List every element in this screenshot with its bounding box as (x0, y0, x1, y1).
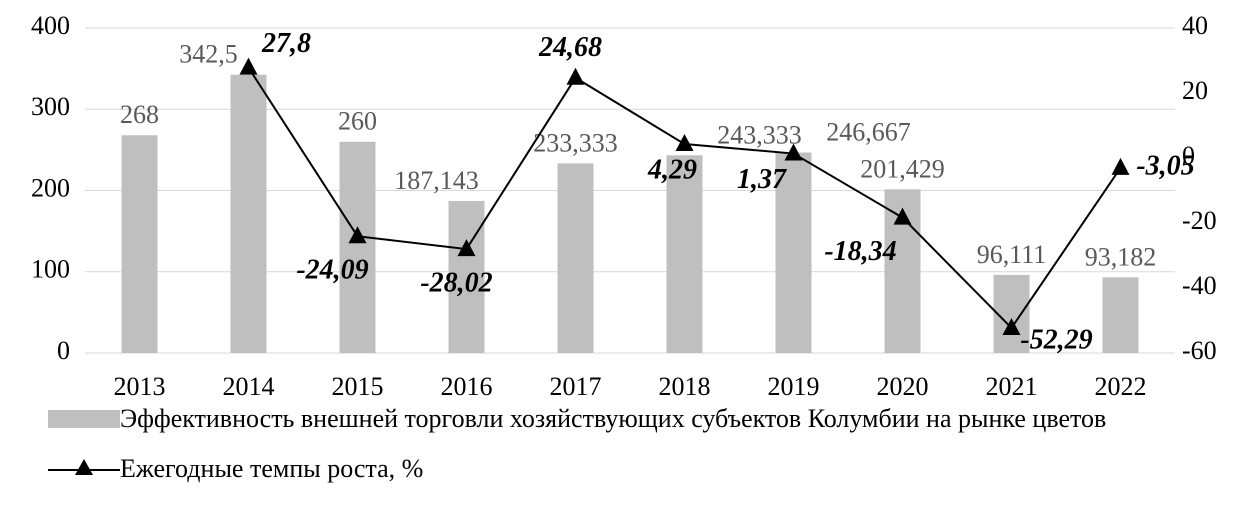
bar-value-label: 268 (120, 100, 159, 129)
x-tick-label: 2019 (768, 372, 820, 401)
bar (339, 141, 376, 353)
y-tick-label: 300 (31, 92, 70, 121)
y-tick-label: 200 (31, 173, 70, 202)
legend-label: Эффективность внешней торговли хозяйству… (120, 404, 1107, 433)
y2-tick-label: -40 (1182, 271, 1217, 300)
x-tick-label: 2020 (877, 372, 929, 401)
line-marker (348, 226, 367, 244)
x-tick-label: 2018 (659, 372, 711, 401)
y2-tick-label: 40 (1182, 11, 1208, 40)
bar-value-label: 187,143 (394, 166, 479, 195)
bar-value-label: 201,429 (860, 154, 945, 183)
y2-tick-label: 0 (1182, 141, 1195, 170)
bar (230, 74, 267, 353)
y2-tick-label: -60 (1182, 336, 1217, 365)
bar (448, 200, 485, 353)
y-tick-label: 100 (31, 255, 70, 284)
x-tick-label: 2017 (550, 372, 602, 401)
line-value-label: -24,09 (296, 255, 368, 286)
bar (557, 163, 594, 353)
line-value-label: -52,29 (1020, 324, 1092, 355)
line-value-label: -28,02 (420, 267, 492, 298)
line-marker (784, 143, 803, 161)
line-value-label: 24,68 (538, 32, 602, 63)
bar (666, 155, 703, 353)
line-marker (566, 67, 585, 85)
x-tick-label: 2013 (114, 372, 166, 401)
bar-value-label: 96,111 (977, 240, 1047, 269)
y-tick-label: 0 (57, 336, 70, 365)
line-value-label: -3,05 (1136, 150, 1194, 181)
legend-swatch (48, 459, 120, 475)
bar-value-label: 260 (338, 107, 377, 136)
legend-line: Ежегодные темпы роста, % (48, 454, 423, 484)
y2-tick-label: 20 (1182, 76, 1208, 105)
line-marker (1111, 157, 1130, 175)
line-marker (239, 57, 258, 75)
x-tick-label: 2014 (223, 372, 275, 401)
line-marker (457, 239, 476, 257)
line-marker (1002, 317, 1021, 335)
bar (1102, 277, 1139, 353)
bar-value-label: 246,667 (826, 118, 911, 147)
bar (775, 152, 812, 353)
line-marker (675, 134, 694, 152)
x-tick-label: 2021 (986, 372, 1038, 401)
y2-tick-label: -20 (1182, 206, 1217, 235)
y-tick-label: 400 (31, 11, 70, 40)
line-marker (893, 207, 912, 225)
bar-value-label: 243,333 (717, 120, 802, 149)
bar-value-label: 342,5 (179, 40, 238, 69)
legend-bar: Эффективность внешней торговли хозяйству… (48, 404, 1248, 434)
bar-value-label: 233,333 (533, 128, 618, 157)
x-tick-label: 2022 (1095, 372, 1147, 401)
line-value-label: 4,29 (647, 154, 697, 185)
bar (993, 274, 1030, 353)
line-value-label: 27,8 (261, 28, 311, 59)
line-value-label: -18,34 (824, 236, 896, 267)
x-tick-label: 2015 (332, 372, 384, 401)
line-value-label: 1,37 (737, 164, 787, 195)
x-tick-label: 2016 (441, 372, 493, 401)
legend-label: Ежегодные темпы роста, % (120, 454, 424, 483)
legend-swatch (48, 410, 120, 428)
bar-value-label: 93,182 (1085, 242, 1157, 271)
bar (121, 135, 158, 353)
